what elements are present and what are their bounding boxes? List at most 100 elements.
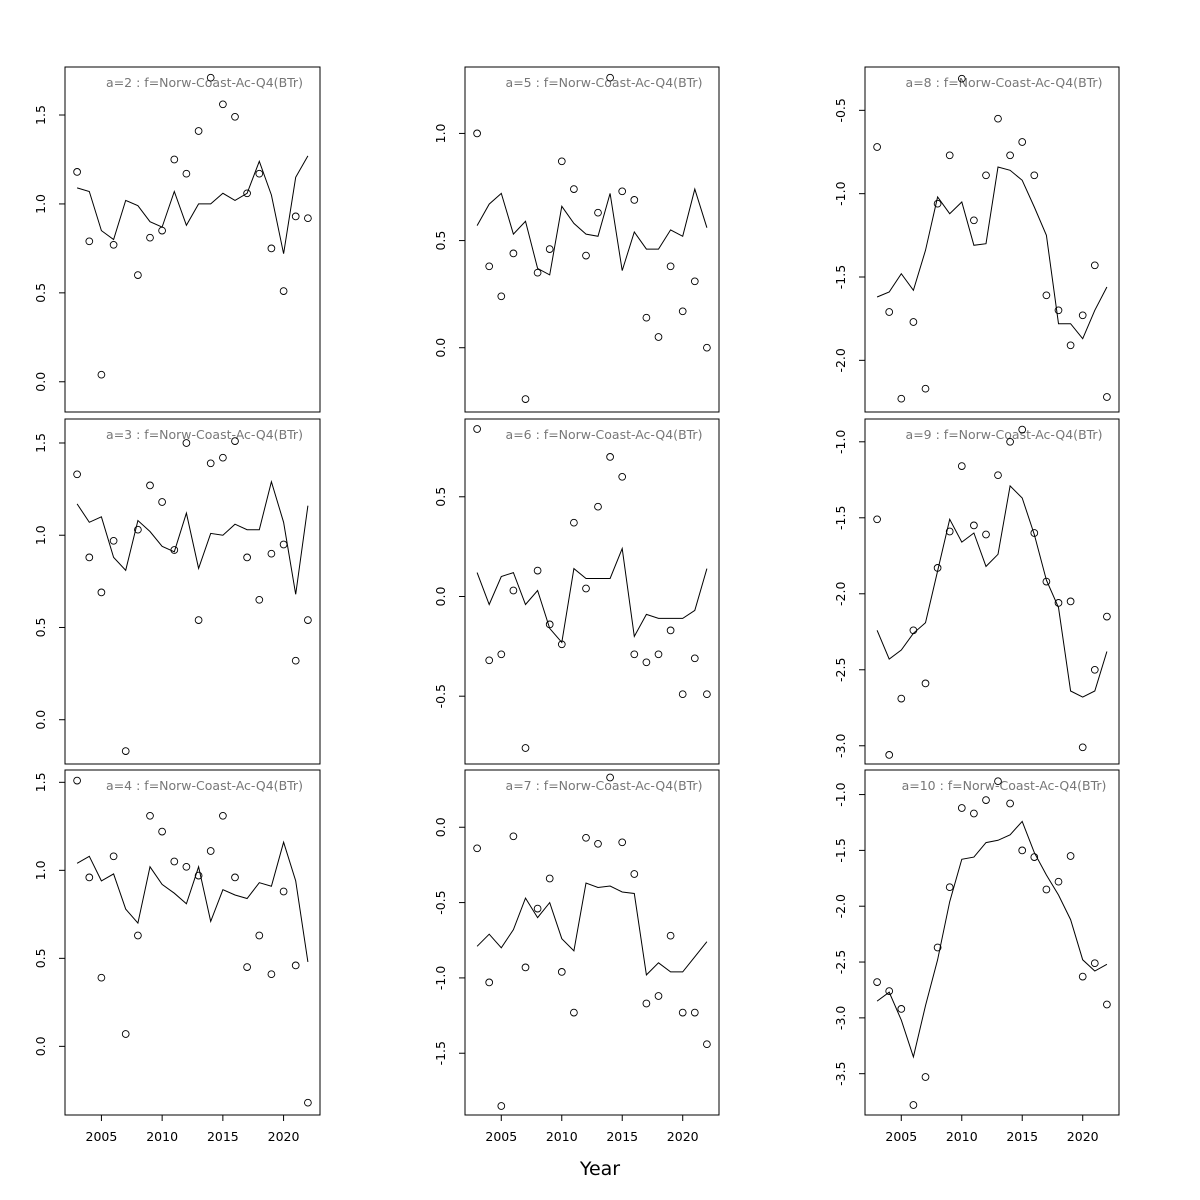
panel-8-point <box>521 963 530 972</box>
panel-5-point <box>630 650 639 659</box>
panel-8-point <box>654 992 663 1000</box>
panel-9-point <box>885 987 894 995</box>
panel-1-point <box>267 244 276 253</box>
panel-5-point <box>473 425 481 433</box>
panel-8-title: a=7 : f=Norw-Coast-Ac-Q4(BTr) <box>506 778 703 793</box>
panel-5-fit-line <box>476 546 708 644</box>
panel-7-point <box>182 862 191 871</box>
panel-5-point <box>678 690 687 699</box>
panel-3-point <box>1078 311 1087 320</box>
panel-2-point <box>666 262 675 271</box>
panel-9-xtick-label-3: 2020 <box>1067 1129 1099 1144</box>
panel-3-ytick-label-3: -0.5 <box>833 98 848 122</box>
panel-1-title: a=2 : f=Norw-Coast-Ac-Q4(BTr) <box>106 75 303 90</box>
panel-1-ytick-label-3: 1.5 <box>33 105 48 125</box>
panel-7-point <box>109 852 118 861</box>
panel-9-xtick-label-1: 2010 <box>946 1129 978 1144</box>
panel-2-point <box>690 277 699 286</box>
panel-6-point <box>1066 597 1075 606</box>
panel-6-ytick-label-2: -2.0 <box>833 582 848 606</box>
panel-7-point <box>158 827 166 836</box>
panel-4-point <box>121 747 130 755</box>
panel-6-point <box>873 515 881 524</box>
panel-8-xtick-label-1: 2010 <box>546 1129 578 1144</box>
panel-7-ytick-label-2: 1.0 <box>33 860 48 880</box>
panel-8-point <box>533 904 542 913</box>
panel-7-point <box>291 961 300 970</box>
panel-7-xtick-label-1: 2010 <box>146 1129 178 1144</box>
panel-9-point <box>945 883 954 892</box>
panel-8-point <box>630 870 639 878</box>
panel-6-point <box>1090 665 1099 674</box>
panel-7-point <box>206 847 215 855</box>
panel-2-point <box>618 187 627 196</box>
panel-3-point <box>1054 306 1063 315</box>
panel-2-point <box>545 245 554 253</box>
panel-3-point <box>1042 291 1051 300</box>
panel-2-point <box>521 395 530 403</box>
panel-4-ytick-label-2: 1.0 <box>33 525 48 545</box>
panel-6-ytick-label-4: -1.0 <box>833 430 848 454</box>
panel-2-point <box>630 196 639 204</box>
panel-3-point <box>1066 341 1075 350</box>
panel-8-point <box>703 1040 711 1049</box>
panel-4-point <box>304 616 312 624</box>
panel-9-ytick-label-5: -1.0 <box>833 782 848 806</box>
panel-1-point <box>146 233 154 242</box>
panel-3-point <box>957 74 966 83</box>
panel-1-point <box>170 155 179 164</box>
panel-8-point <box>690 1008 699 1017</box>
panel-9-point <box>909 1101 918 1109</box>
panel-5-point <box>521 744 530 752</box>
panel-9-xtick-label-2: 2015 <box>1006 1129 1038 1144</box>
panel-5-point <box>606 453 614 461</box>
panel-4-fit-line <box>76 479 309 595</box>
panel-4-frame <box>64 418 321 765</box>
panel-6-fit-line <box>876 484 1108 698</box>
panel-4-point <box>170 546 179 554</box>
panel-7-title: a=4 : f=Norw-Coast-Ac-Q4(BTr) <box>106 778 303 793</box>
panel-3-point <box>945 151 954 160</box>
panel-6-point <box>1006 437 1014 446</box>
panel-6-ytick-label-0: -3.0 <box>833 734 848 758</box>
panel-6-title: a=9 : f=Norw-Coast-Ac-Q4(BTr) <box>906 427 1103 442</box>
panel-2-point <box>497 292 506 301</box>
panel-4-point <box>255 595 264 604</box>
panel-3-point <box>1018 138 1027 146</box>
panel-1-point <box>279 287 288 295</box>
panel-6-point <box>921 679 930 688</box>
panel-8-point <box>594 839 602 848</box>
panel-1-point <box>134 271 142 279</box>
panel-5-point <box>690 654 699 663</box>
panel-5-ytick-label-2: 0.5 <box>433 487 448 507</box>
panel-6-point <box>982 530 990 539</box>
panel-4-point <box>243 553 251 562</box>
panel-8-ytick-label-0: -1.5 <box>433 1041 448 1065</box>
panel-4-point <box>291 656 300 665</box>
panel-7-point <box>170 857 179 866</box>
panel-4-ytick-label-0: 0.0 <box>33 710 48 730</box>
panel-3-point <box>933 199 942 208</box>
panel-1-point <box>182 169 191 178</box>
panel-5-point <box>509 586 518 595</box>
panel-8-ytick-label-2: -0.5 <box>433 890 448 914</box>
panel-8-xtick-label-2: 2015 <box>606 1129 638 1144</box>
panel-2-point <box>606 73 614 82</box>
panel-5-point <box>654 650 663 659</box>
panel-2-point <box>642 313 651 322</box>
panel-9-point <box>1054 877 1063 886</box>
panel-7-point <box>85 873 94 882</box>
panel-1-point <box>97 370 106 379</box>
panel-6-ytick-label-1: -2.5 <box>833 658 848 682</box>
panel-7-point <box>267 970 276 979</box>
panel-3-point <box>994 114 1002 123</box>
panel-4-point <box>134 525 142 534</box>
panel-8-point <box>606 773 614 782</box>
panel-8-point <box>678 1008 687 1017</box>
panel-3-point <box>1103 393 1111 401</box>
panel-9-point <box>957 804 966 812</box>
panel-7-fit-line <box>76 840 309 962</box>
panel-1-ytick-label-2: 1.0 <box>33 194 48 214</box>
panel-4-point <box>85 553 94 562</box>
